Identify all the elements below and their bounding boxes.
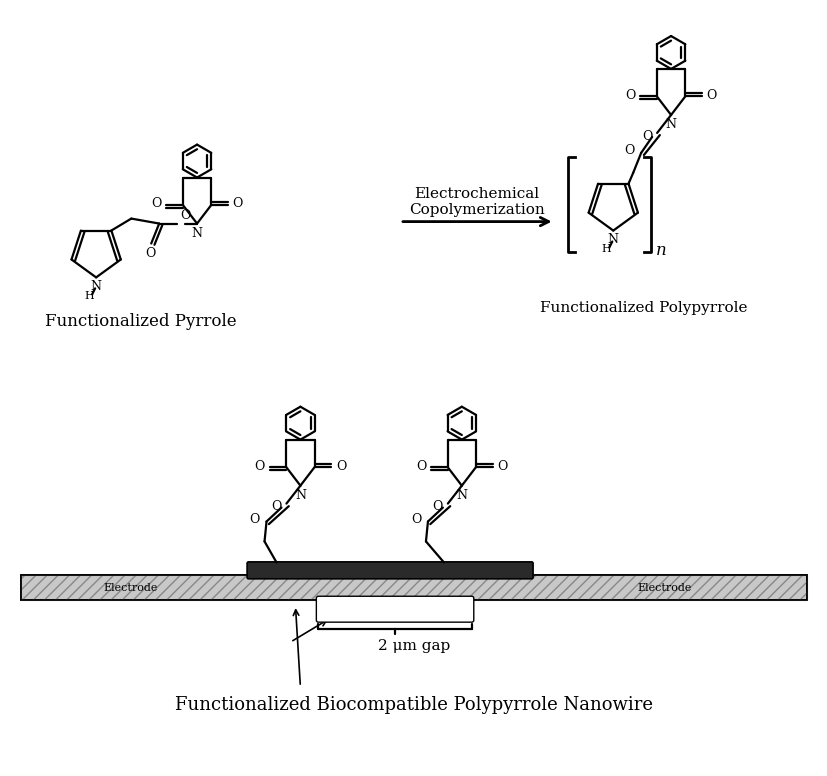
Text: Functionalized Biocompatible Polypyrrole Nanowire: Functionalized Biocompatible Polypyrrole… xyxy=(174,696,653,714)
Text: O: O xyxy=(497,459,507,473)
FancyBboxPatch shape xyxy=(246,562,533,579)
Text: N: N xyxy=(665,119,676,131)
Text: 2 μm gap: 2 μm gap xyxy=(377,639,450,653)
Text: Electrode: Electrode xyxy=(103,583,158,593)
Text: Copolymerization: Copolymerization xyxy=(409,203,544,217)
Bar xyxy=(22,575,805,601)
Text: O: O xyxy=(415,459,426,473)
Text: O: O xyxy=(705,88,716,102)
Bar xyxy=(22,575,805,601)
Text: O: O xyxy=(249,513,260,526)
Text: Functionalized Polypyrrole: Functionalized Polypyrrole xyxy=(540,301,747,315)
Text: O: O xyxy=(151,197,161,210)
Text: Functionalized Pyrrole: Functionalized Pyrrole xyxy=(45,313,237,330)
Text: Electrode: Electrode xyxy=(636,583,691,593)
Text: O: O xyxy=(624,144,633,158)
Text: O: O xyxy=(232,197,242,210)
Text: Electrochemical: Electrochemical xyxy=(414,187,538,201)
FancyBboxPatch shape xyxy=(316,596,473,622)
Text: O: O xyxy=(179,209,190,222)
Text: O: O xyxy=(410,513,421,526)
Text: O: O xyxy=(433,500,442,513)
Text: N: N xyxy=(607,233,618,246)
Text: H: H xyxy=(84,291,94,301)
Text: n: n xyxy=(655,242,666,259)
Text: O: O xyxy=(336,459,346,473)
Text: N: N xyxy=(456,489,466,502)
Text: O: O xyxy=(641,130,652,144)
Text: N: N xyxy=(294,489,305,502)
Text: N: N xyxy=(90,280,102,293)
Text: O: O xyxy=(145,247,155,260)
Text: H: H xyxy=(600,244,610,255)
Text: N: N xyxy=(191,227,203,240)
Text: O: O xyxy=(254,459,265,473)
Bar xyxy=(22,575,805,601)
Text: O: O xyxy=(624,88,635,102)
Text: O: O xyxy=(271,500,281,513)
